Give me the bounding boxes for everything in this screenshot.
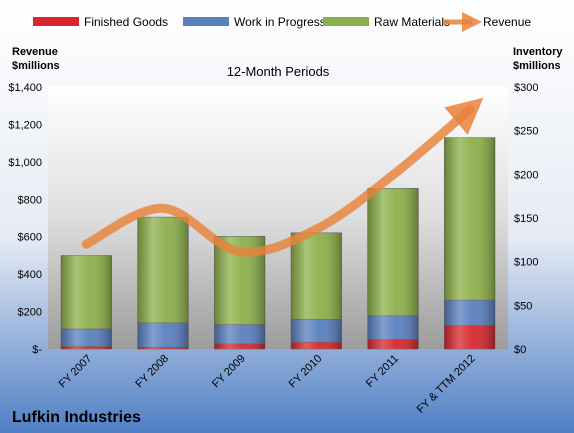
bar-shading-raw-materials: [291, 232, 342, 320]
legend-label-revenue: Revenue: [483, 15, 531, 29]
right-axis-title-line2: $millions: [513, 60, 561, 72]
legend: Finished Goods Work in Progress Raw Mate…: [33, 12, 531, 32]
legend-label-raw-materials: Raw Materials: [374, 15, 450, 29]
bar-shading-raw-materials: [367, 188, 419, 316]
bar-shading-work-in-progress: [444, 300, 495, 326]
bar-shading-finished-goods: [137, 347, 189, 349]
bar-shading-finished-goods: [291, 342, 342, 349]
legend-swatch-raw-materials: [323, 17, 369, 26]
right-axis-ticks: $0 $50 $100 $150 $200 $250 $300: [514, 82, 538, 356]
bar-shading-finished-goods: [444, 325, 495, 349]
legend-item-finished-goods: Finished Goods: [33, 15, 168, 29]
legend-item-revenue: Revenue: [443, 12, 531, 32]
left-axis-title-line1: Revenue: [12, 46, 58, 58]
left-tick-label: $-: [32, 344, 42, 356]
bar-shading-raw-materials: [444, 137, 495, 301]
bars: [60, 137, 496, 350]
plot-area: [48, 87, 508, 349]
right-tick-label: $150: [514, 213, 538, 225]
left-tick-label: $400: [18, 269, 42, 281]
right-axis-title-line1: Inventory: [513, 46, 563, 58]
right-tick-label: $250: [514, 126, 538, 138]
bar-shading-work-in-progress: [214, 324, 265, 344]
left-axis-ticks: $- $200 $400 $600 $800 $1,000 $1,200 $1,400: [8, 82, 42, 356]
right-tick-label: $100: [514, 257, 538, 269]
chart-subtitle: 12-Month Periods: [227, 64, 330, 79]
bar-shading-work-in-progress: [291, 319, 342, 343]
bar-shading-finished-goods: [367, 339, 419, 349]
left-tick-label: $1,200: [8, 119, 42, 131]
right-tick-label: $200: [514, 169, 538, 181]
bar-shading-finished-goods: [61, 346, 112, 349]
revenue-series: [81, 97, 484, 257]
right-tick-label: $0: [514, 344, 526, 356]
left-tick-label: $600: [18, 232, 42, 244]
legend-item-raw-materials: Raw Materials: [323, 15, 450, 29]
legend-swatch-work-in-progress: [183, 17, 229, 26]
right-tick-label: $300: [514, 82, 538, 94]
left-tick-label: $1,400: [8, 82, 42, 94]
bar-shading-finished-goods: [214, 343, 265, 349]
left-tick-label: $800: [18, 194, 42, 206]
bar-shading-raw-materials: [137, 217, 189, 323]
left-tick-label: $200: [18, 307, 42, 319]
company-name: Lufkin Industries: [12, 409, 141, 426]
right-tick-label: $50: [514, 300, 532, 312]
legend-item-work-in-progress: Work in Progress: [183, 15, 326, 29]
bar-shading-work-in-progress: [367, 315, 419, 340]
bar-shading-raw-materials: [61, 255, 112, 329]
bar-shading-work-in-progress: [61, 328, 112, 347]
legend-label-work-in-progress: Work in Progress: [234, 15, 326, 29]
left-axis-title-line2: $millions: [12, 60, 60, 72]
legend-swatch-finished-goods: [33, 17, 79, 26]
revenue-line: [81, 97, 484, 257]
legend-label-finished-goods: Finished Goods: [84, 15, 168, 29]
left-tick-label: $1,000: [8, 157, 42, 169]
bar-shading-work-in-progress: [137, 322, 189, 348]
